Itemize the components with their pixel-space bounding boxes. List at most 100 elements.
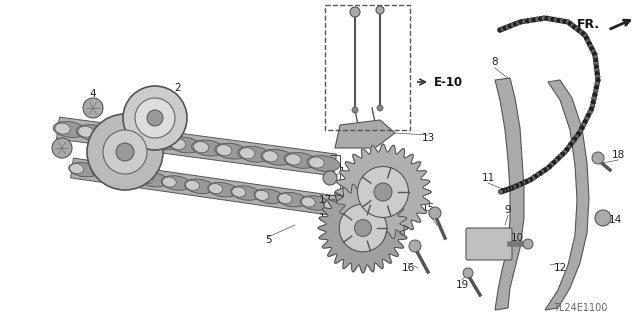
Circle shape	[147, 110, 163, 126]
Circle shape	[564, 147, 569, 152]
Circle shape	[593, 58, 598, 63]
Text: TL24E1100: TL24E1100	[553, 303, 607, 313]
Text: 19: 19	[456, 280, 468, 290]
Circle shape	[554, 18, 559, 22]
Circle shape	[579, 126, 584, 131]
Ellipse shape	[301, 197, 316, 207]
Text: 8: 8	[492, 57, 499, 67]
Circle shape	[509, 186, 515, 190]
Ellipse shape	[232, 187, 246, 197]
Ellipse shape	[307, 156, 340, 171]
Circle shape	[463, 268, 473, 278]
Text: 17: 17	[318, 213, 332, 223]
Circle shape	[523, 239, 533, 249]
Circle shape	[557, 18, 562, 23]
Text: 4: 4	[52, 143, 58, 153]
Circle shape	[572, 25, 577, 30]
Circle shape	[568, 21, 573, 26]
Polygon shape	[56, 117, 337, 176]
Circle shape	[551, 160, 556, 165]
Circle shape	[595, 78, 600, 83]
Circle shape	[524, 179, 528, 184]
Circle shape	[587, 41, 592, 46]
Circle shape	[592, 52, 597, 57]
Ellipse shape	[277, 192, 307, 207]
Circle shape	[500, 26, 505, 32]
Circle shape	[570, 23, 575, 28]
Circle shape	[595, 210, 611, 226]
Circle shape	[582, 119, 588, 124]
Ellipse shape	[124, 132, 140, 144]
Circle shape	[583, 33, 588, 39]
Text: 2: 2	[175, 83, 181, 93]
Circle shape	[83, 98, 103, 118]
Ellipse shape	[209, 184, 223, 194]
Ellipse shape	[254, 189, 284, 204]
Circle shape	[87, 114, 163, 190]
Circle shape	[123, 86, 187, 150]
Circle shape	[409, 240, 421, 252]
Circle shape	[429, 207, 441, 219]
Ellipse shape	[191, 140, 225, 156]
Ellipse shape	[78, 126, 93, 137]
Circle shape	[559, 19, 564, 24]
Text: 7: 7	[406, 180, 413, 190]
Circle shape	[588, 110, 592, 115]
Text: FR.: FR.	[577, 19, 600, 32]
Circle shape	[374, 183, 392, 201]
Circle shape	[352, 107, 358, 113]
Ellipse shape	[145, 134, 179, 150]
Circle shape	[503, 188, 508, 193]
Circle shape	[560, 152, 565, 157]
Circle shape	[572, 137, 577, 142]
Circle shape	[549, 162, 554, 167]
Circle shape	[586, 113, 591, 118]
Ellipse shape	[238, 146, 271, 162]
Text: 1: 1	[339, 167, 346, 177]
Ellipse shape	[309, 157, 324, 168]
Circle shape	[522, 19, 527, 24]
Text: 6: 6	[360, 260, 366, 270]
Ellipse shape	[324, 199, 353, 214]
Circle shape	[525, 178, 531, 183]
Circle shape	[591, 96, 596, 101]
Circle shape	[532, 174, 538, 179]
Circle shape	[504, 187, 509, 192]
Circle shape	[506, 187, 511, 192]
Ellipse shape	[278, 194, 292, 204]
Circle shape	[528, 177, 533, 182]
Circle shape	[558, 154, 563, 159]
Circle shape	[376, 6, 384, 14]
Polygon shape	[335, 120, 395, 148]
Text: 12: 12	[554, 263, 566, 273]
Ellipse shape	[286, 154, 301, 165]
Circle shape	[355, 219, 371, 236]
Circle shape	[590, 103, 595, 108]
Circle shape	[350, 7, 360, 17]
Circle shape	[323, 171, 337, 185]
Ellipse shape	[99, 128, 132, 144]
Circle shape	[592, 93, 597, 97]
Circle shape	[556, 156, 561, 161]
Text: 17: 17	[318, 195, 332, 205]
Ellipse shape	[138, 172, 168, 187]
Circle shape	[591, 100, 596, 105]
Text: 11: 11	[481, 173, 495, 183]
Circle shape	[588, 44, 593, 49]
Circle shape	[592, 152, 604, 164]
Ellipse shape	[231, 186, 260, 200]
Circle shape	[595, 81, 600, 86]
Circle shape	[532, 17, 537, 22]
Circle shape	[501, 188, 506, 193]
Circle shape	[511, 22, 516, 27]
Circle shape	[595, 71, 600, 76]
Text: 5: 5	[265, 235, 271, 245]
Circle shape	[547, 164, 552, 169]
Ellipse shape	[116, 170, 130, 180]
Circle shape	[589, 47, 595, 52]
Circle shape	[581, 122, 586, 128]
Ellipse shape	[300, 196, 330, 210]
Circle shape	[518, 19, 524, 24]
Circle shape	[497, 27, 502, 33]
Ellipse shape	[284, 152, 317, 168]
